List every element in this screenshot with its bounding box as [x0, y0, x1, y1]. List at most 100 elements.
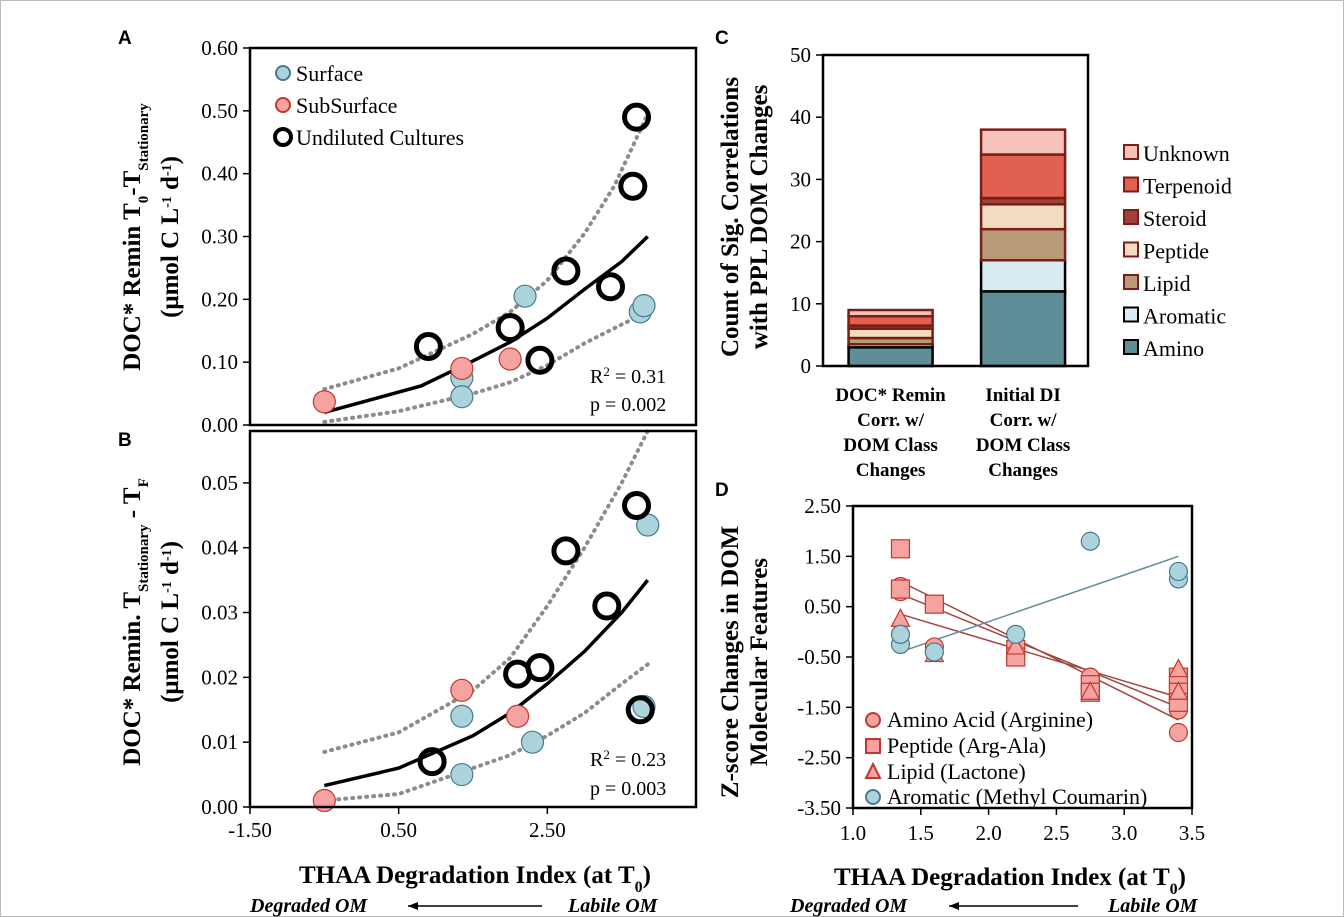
point-undiluted: [413, 331, 443, 361]
bar-segment-terpenoid: [847, 314, 934, 327]
svg-text:Count of Sig. Correlations: Count of Sig. Correlations: [717, 77, 744, 357]
ci-upper-line: [322, 112, 650, 392]
panel-d-x-ticks: 1.0 1.5 2.0 2.5 3.0 3.5: [840, 808, 1205, 845]
fit-line: [323, 235, 649, 415]
point-amino: [1168, 722, 1189, 743]
point-surface: [450, 385, 474, 409]
point-peptide: [890, 579, 911, 599]
point-undiluted: [525, 653, 555, 683]
panel-b-arrow-left-label: Degraded OM: [249, 895, 368, 917]
svg-text:(μmol C L-1 d-1): (μmol C L-1 d-1): [157, 541, 184, 703]
x-tick-label: 3.0: [1111, 821, 1137, 845]
y-tick-label: -2.50: [797, 746, 841, 770]
panel-b-x-ticks: -1.50 0.50 2.50: [228, 807, 566, 842]
y-tick-label: 30: [790, 167, 811, 191]
bar-segment-terpenoid: [979, 153, 1067, 200]
bar-segment-aromatic: [979, 259, 1067, 293]
y-tick-label: 0.04: [201, 536, 238, 560]
point-lipid: [1168, 658, 1189, 678]
y-tick-label: 0.03: [201, 601, 238, 625]
category-label: DOM Class: [843, 435, 937, 456]
point-undiluted: [551, 256, 581, 286]
point-undiluted: [525, 345, 555, 375]
point-undiluted: [551, 536, 581, 566]
legend-label-aromatic: Aromatic: [1143, 304, 1226, 329]
legend-label-terpenoid: Terpenoid: [1143, 174, 1232, 199]
y-tick-label: 0.40: [201, 162, 238, 186]
point-surface: [520, 730, 545, 754]
point-lipid: [1080, 680, 1101, 700]
y-tick-label: 2.50: [804, 494, 841, 518]
x-tick-label: 1.5: [908, 821, 934, 845]
panel-a-legend: Surface SubSurface Undiluted Cultures: [273, 61, 464, 150]
panel-b-arrowhead: [408, 902, 418, 910]
panel-d-ylabel: Z-score Changes in DOM Molecular Feature…: [717, 526, 773, 798]
panel-b-ylabel: DOC* Remin. TStationary - TF (μmol C L-1…: [119, 478, 184, 766]
y-tick-label: 10: [790, 292, 811, 316]
panel-b-plot: [312, 429, 660, 813]
x-tick-label: 1.0: [840, 821, 866, 845]
point-aromatic: [890, 624, 911, 644]
x-tick-label: -1.50: [228, 818, 272, 842]
bar-segment-peptide: [979, 203, 1067, 231]
point-subsurface: [498, 347, 522, 371]
point-undiluted: [622, 102, 652, 132]
bar-segment-peptide: [847, 327, 934, 340]
panel-c-bars: [847, 128, 1067, 368]
y-tick-label: 0.30: [201, 225, 238, 249]
panel-b-xlabel: THAA Degradation Index (at T0): [299, 862, 651, 896]
y-tick-label: 0: [801, 354, 812, 378]
point-surface: [632, 294, 656, 318]
svg-text:(μmol C L-1 d-1): (μmol C L-1 d-1): [157, 156, 184, 318]
point-surface: [513, 284, 537, 308]
panel-b-p-value: p = 0.003: [590, 778, 666, 800]
y-tick-label: 0.20: [201, 287, 238, 311]
point-undiluted: [596, 272, 626, 302]
y-tick-label: -1.50: [797, 695, 841, 719]
legend-label: Lipid (Lactone): [887, 759, 1026, 784]
x-tick-label: 2.0: [975, 821, 1001, 845]
bar-segment-lipid: [979, 227, 1067, 262]
legend-marker-lipid: [864, 761, 882, 779]
y-tick-label: 0.50: [201, 99, 238, 123]
panel-d-frame: [851, 504, 1194, 810]
panel-a-frame: [248, 46, 698, 427]
legend-label-steroid: Steroid: [1143, 206, 1207, 231]
category-label: Corr. w/: [990, 410, 1058, 431]
panel-d-plot: [890, 531, 1189, 743]
y-tick-label: 50: [790, 43, 811, 67]
category-label: Changes: [856, 460, 926, 481]
y-tick-label: 1.50: [804, 544, 841, 568]
point-surface: [450, 762, 474, 787]
bar-segment-unknown: [979, 128, 1067, 156]
bar-segment-unknown: [847, 308, 934, 318]
legend-label: Aromatic (Methyl Coumarin): [887, 784, 1147, 809]
category-label: DOC* Remin: [835, 385, 946, 406]
point-undiluted: [618, 171, 648, 201]
ci-upper-line: [322, 429, 650, 754]
y-tick-label: 0.00: [201, 413, 238, 437]
panel-d: D 2.501.500.50-0.50-1.50-2.50-3.50 1.0 1.…: [715, 480, 1205, 917]
panel-b-arrow-right-label: Labile OM: [567, 895, 659, 917]
panel-b-r2: R2 = 0.23: [590, 747, 666, 772]
bar-segment-amino: [847, 346, 934, 368]
panel-b-letter: B: [118, 430, 132, 451]
panel-b-frame: [248, 429, 698, 809]
legend-marker-surface: [275, 65, 291, 81]
panel-d-legend: Amino Acid (Arginine)Peptide (Arg-Ala)Li…: [864, 707, 1147, 809]
y-tick-label: 0.01: [201, 730, 238, 754]
category-label: Initial DI: [985, 385, 1061, 406]
panel-c-categories: DOC* Remin Corr. w/DOM Class Changes Initia…: [835, 385, 1070, 481]
category-label: DOM Class: [976, 435, 1070, 456]
fit-line: [323, 579, 650, 788]
panel-d-arrow-right-label: Labile OM: [1107, 895, 1199, 917]
panel-c-y-ticks: 0 10 20 30 40 50: [790, 43, 823, 378]
legend-swatch-steroid: [1123, 209, 1139, 225]
legend-marker-subsurface: [275, 97, 291, 113]
legend-label-unknown: Unknown: [1143, 141, 1230, 166]
y-tick-label: 0.02: [201, 665, 238, 689]
legend-swatch-lipid: [1123, 274, 1139, 290]
legend-marker-aromatic: [865, 789, 881, 805]
y-tick-label: 40: [790, 105, 811, 129]
y-tick-label: 0.60: [201, 36, 238, 60]
